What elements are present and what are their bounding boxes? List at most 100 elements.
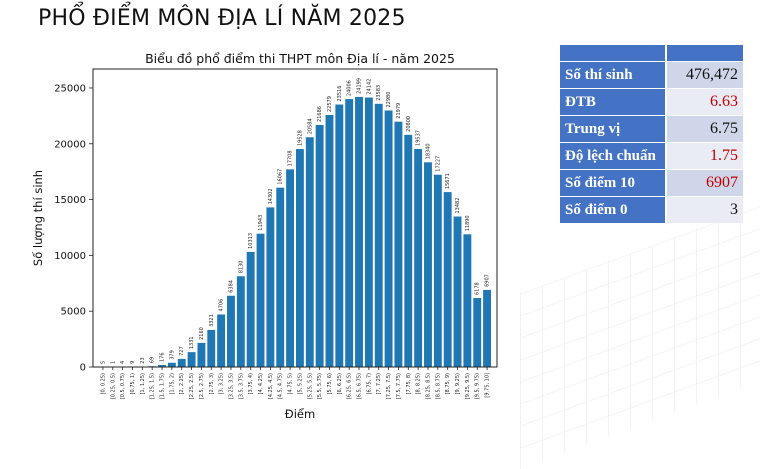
x-tick-label: [0.5, 0.75) bbox=[120, 373, 126, 399]
bar bbox=[463, 234, 471, 367]
bar-value-label: 4706 bbox=[219, 299, 225, 312]
x-tick-label: [2.5, 2.75) bbox=[199, 373, 205, 399]
bar bbox=[444, 192, 452, 367]
x-tick-label: [9.5, 9.75) bbox=[475, 373, 481, 399]
bar-value-label: 10313 bbox=[248, 233, 254, 249]
bar-value-label: 1 bbox=[110, 361, 116, 364]
bar-value-label: 20584 bbox=[307, 118, 313, 134]
x-tick-label: [8.5, 8.75) bbox=[435, 373, 441, 399]
bar bbox=[335, 105, 343, 367]
bar bbox=[237, 276, 245, 367]
x-tick-label: [0.25, 0.5) bbox=[110, 373, 116, 399]
bar-value-label: 23516 bbox=[337, 86, 343, 102]
stats-label: Số điểm 10 bbox=[560, 170, 667, 196]
bar-value-label: 23 bbox=[140, 357, 146, 363]
stats-value: 6.75 bbox=[667, 116, 743, 142]
bar bbox=[227, 296, 235, 367]
x-tick-label: [2, 2.25) bbox=[179, 373, 185, 394]
bar-value-label: 19528 bbox=[297, 130, 303, 146]
bar-value-label: 69 bbox=[150, 357, 156, 363]
x-tick-label: [5.5, 5.75) bbox=[317, 373, 323, 399]
x-tick-label: [9, 9.25) bbox=[455, 373, 461, 394]
chart-title: Biểu đồ phổ điểm thi THPT môn Địa lí - n… bbox=[145, 51, 455, 66]
x-tick-label: [4.25, 4.5) bbox=[268, 373, 274, 399]
x-tick-label: [6, 6.25) bbox=[337, 373, 343, 394]
x-tick-label: [3.25, 3.5) bbox=[228, 373, 234, 399]
stats-label: ĐTB bbox=[560, 89, 667, 115]
bar-value-label: 2160 bbox=[199, 327, 205, 340]
stats-header-row bbox=[560, 45, 743, 61]
bar bbox=[326, 115, 334, 367]
bar bbox=[266, 207, 274, 367]
y-tick-label: 10000 bbox=[54, 251, 86, 262]
x-tick-label: [7.75, 8) bbox=[406, 373, 412, 394]
stats-value: 1.75 bbox=[667, 143, 743, 169]
y-axis-label: Số lượng thí sinh bbox=[31, 170, 45, 266]
bar-value-label: 727 bbox=[179, 346, 185, 356]
stats-value: 476,472 bbox=[667, 62, 743, 88]
bar-value-label: 18340 bbox=[425, 143, 431, 159]
bar bbox=[454, 217, 462, 367]
x-tick-label: [9.25, 9.5) bbox=[465, 373, 471, 399]
bar-value-label: 17227 bbox=[435, 156, 441, 172]
bar-value-label: 21686 bbox=[317, 106, 323, 122]
bar-value-label: 22579 bbox=[327, 96, 333, 112]
bar-value-label: 24199 bbox=[357, 78, 363, 94]
x-tick-label: [2.75, 3) bbox=[209, 373, 215, 394]
bar-value-label: 8130 bbox=[238, 261, 244, 274]
bar bbox=[355, 97, 363, 367]
x-tick-label: [6.25, 6.5) bbox=[347, 373, 353, 399]
stats-value: 6.63 bbox=[667, 89, 743, 115]
bar-value-label: 11890 bbox=[465, 215, 471, 231]
x-tick-label: [3.75, 4) bbox=[248, 373, 254, 394]
bar bbox=[473, 298, 481, 367]
bar-value-label: 22980 bbox=[386, 92, 392, 108]
x-tick-label: [1.75, 2) bbox=[169, 373, 175, 394]
bar bbox=[286, 169, 294, 367]
bar bbox=[434, 175, 442, 367]
x-tick-label: [4, 4.25) bbox=[258, 373, 264, 394]
x-tick-label: [7.25, 7.5) bbox=[386, 373, 392, 399]
bar-value-label: 6907 bbox=[485, 274, 491, 287]
bar-value-label: 14302 bbox=[268, 188, 274, 204]
bar bbox=[217, 314, 225, 367]
bar-value-label: 9 bbox=[130, 361, 136, 364]
bar bbox=[483, 290, 491, 367]
bar bbox=[394, 122, 402, 367]
bar bbox=[247, 252, 255, 367]
bar-value-label: 21979 bbox=[396, 103, 402, 119]
bar-value-label: 24142 bbox=[366, 79, 372, 95]
bar-value-label: 19537 bbox=[416, 130, 422, 146]
bar-value-label: 5 bbox=[100, 361, 106, 364]
x-tick-label: [0.75, 1) bbox=[130, 373, 136, 394]
bar bbox=[345, 99, 353, 367]
bar bbox=[257, 234, 265, 367]
bar-value-label: 15671 bbox=[445, 173, 451, 189]
bar bbox=[424, 162, 432, 367]
bar-value-label: 11943 bbox=[258, 215, 264, 231]
bar-value-label: 6178 bbox=[475, 282, 481, 295]
bar bbox=[375, 104, 383, 367]
bar-value-label: 3321 bbox=[209, 314, 215, 327]
bar-value-label: 176 bbox=[160, 352, 166, 362]
bar bbox=[207, 330, 215, 367]
bar bbox=[385, 111, 393, 367]
bar-value-label: 13482 bbox=[455, 198, 461, 214]
x-tick-label: [7.5, 7.75) bbox=[396, 373, 402, 399]
x-tick-label: [3.5, 3.75) bbox=[238, 373, 244, 399]
bar bbox=[316, 125, 324, 367]
stats-value: 3 bbox=[667, 197, 743, 223]
y-tick-label: 25000 bbox=[54, 83, 86, 94]
bar bbox=[365, 98, 373, 367]
x-tick-label: [5.25, 5.5) bbox=[307, 373, 313, 399]
stats-label: Số điểm 0 bbox=[560, 197, 667, 223]
bar bbox=[188, 352, 196, 367]
x-tick-label: [6.5, 6.75) bbox=[357, 373, 363, 399]
x-tick-label: [4.5, 4.75) bbox=[278, 373, 284, 399]
x-tick-label: [1.25, 1.5) bbox=[150, 373, 156, 399]
stats-label: Số thí sinh bbox=[560, 62, 667, 88]
stats-value: 6907 bbox=[667, 170, 743, 196]
bar bbox=[414, 149, 422, 367]
